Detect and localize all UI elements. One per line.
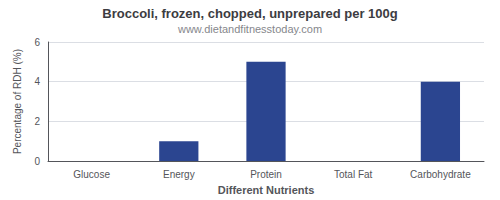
svg-text:Percentage of RDH (%): Percentage of RDH (%) xyxy=(12,49,23,154)
svg-text:0: 0 xyxy=(34,156,40,167)
svg-text:Energy: Energy xyxy=(163,169,195,180)
svg-text:Broccoli, frozen, chopped, unp: Broccoli, frozen, chopped, unprepared pe… xyxy=(102,6,398,21)
svg-text:Carbohydrate: Carbohydrate xyxy=(410,169,471,180)
svg-text:Glucose: Glucose xyxy=(73,169,110,180)
svg-text:2: 2 xyxy=(34,116,40,127)
svg-text:4: 4 xyxy=(34,76,40,87)
svg-text:Total Fat: Total Fat xyxy=(334,169,373,180)
svg-text:6: 6 xyxy=(34,37,40,48)
svg-text:www.dietandfitnesstoday.com: www.dietandfitnesstoday.com xyxy=(177,23,322,35)
svg-text:Protein: Protein xyxy=(250,169,282,180)
svg-text:Different Nutrients: Different Nutrients xyxy=(218,184,315,196)
